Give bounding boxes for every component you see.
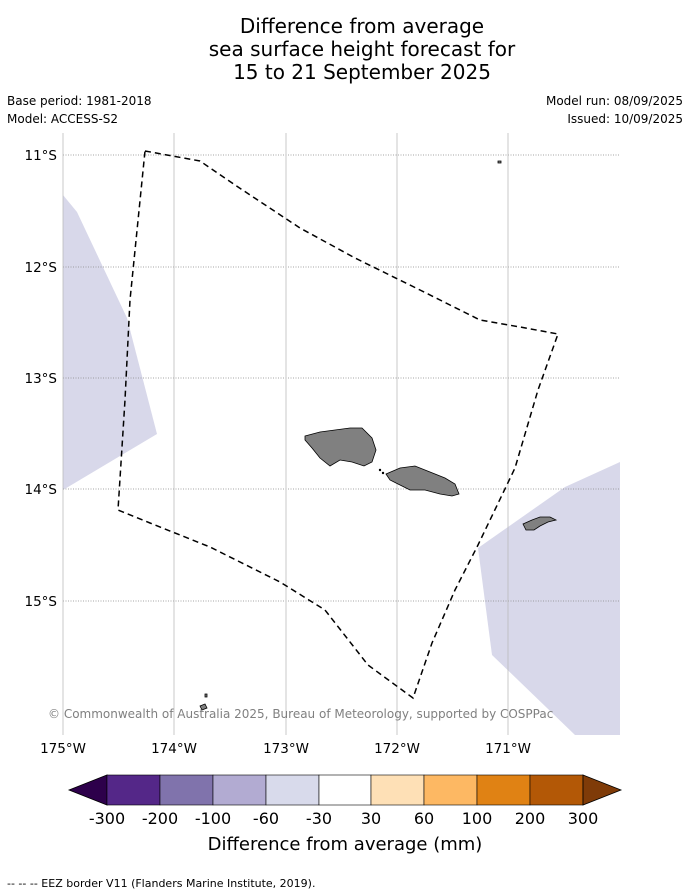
lat-label-15s: 15°S (25, 594, 58, 610)
colorbar-tick-3: -100 (195, 809, 231, 828)
colorbar-tick-9: 200 (515, 809, 546, 828)
copyright-text: © Commonwealth of Australia 2025, Bureau… (48, 707, 553, 721)
colorbar-extend-low (67, 774, 108, 806)
base-period-text: Base period: 1981-2018 (7, 94, 152, 108)
lon-label-175w: 175°W (40, 741, 86, 757)
colorbar-bin-2 (159, 774, 214, 806)
colorbar-bin-6 (370, 774, 425, 806)
eez-legend-footer: -- -- -- EEZ border V11 (Flanders Marine… (7, 877, 316, 890)
longitude-gridlines (62, 133, 509, 735)
colorbar-tick-5: -30 (306, 809, 332, 828)
lon-label-174w: 174°W (151, 741, 197, 757)
latitude-gridlines (63, 154, 620, 602)
colorbar-tick-6: 30 (361, 809, 381, 828)
model-run-text: Model run: 08/09/2025 (545, 94, 683, 108)
colorbar-tick-10: 300 (568, 809, 599, 828)
lat-label-13s: 13°S (25, 371, 58, 387)
colorbar: -300 -200 -100 -60 -30 30 60 100 200 300… (67, 774, 623, 855)
colorbar-bin-4 (265, 774, 320, 806)
colorbar-tick-4: -60 (253, 809, 279, 828)
colorbar-tick-2: -200 (142, 809, 178, 828)
savaii-island (304, 427, 377, 467)
lon-label-172w: 172°W (374, 741, 420, 757)
title-line-1: Difference from average (239, 14, 485, 38)
manono-islet (381, 471, 385, 475)
colorbar-title: Difference from average (mm) (208, 834, 483, 855)
lon-label-173w: 173°W (263, 741, 309, 757)
manua-islet (497, 160, 502, 164)
colorbar-bin-9 (529, 774, 584, 806)
model-text: Model: ACCESS-S2 (7, 112, 119, 126)
lon-label-171w: 171°W (485, 741, 531, 757)
colorbar-extend-high (582, 774, 623, 806)
upolu-island (385, 465, 460, 497)
tutuila-island (522, 516, 558, 531)
lat-label-14s: 14°S (25, 482, 58, 498)
colorbar-bin-3 (212, 774, 267, 806)
colorbar-tick-7: 60 (414, 809, 434, 828)
apolima-islet (378, 468, 382, 472)
anomaly-region-southeast (478, 462, 620, 735)
small-islet (204, 693, 208, 698)
map-title: Difference from average sea surface heig… (0, 15, 690, 84)
colorbar-bin-8 (476, 774, 531, 806)
rose-islet (199, 703, 208, 711)
issued-text: Issued: 10/09/2025 (567, 112, 683, 126)
colorbar-bin-5 (318, 774, 372, 806)
title-line-2: sea surface height forecast for (208, 37, 516, 61)
lat-label-11s: 11°S (25, 148, 58, 164)
lat-label-12s: 12°S (25, 260, 58, 276)
colorbar-bin-7 (423, 774, 478, 806)
title-line-3: 15 to 21 September 2025 (233, 60, 491, 84)
colorbar-tick-8: 100 (462, 809, 493, 828)
anomaly-region-west (63, 195, 157, 490)
colorbar-bin-1 (106, 774, 161, 806)
colorbar-tick-1: -300 (89, 809, 125, 828)
